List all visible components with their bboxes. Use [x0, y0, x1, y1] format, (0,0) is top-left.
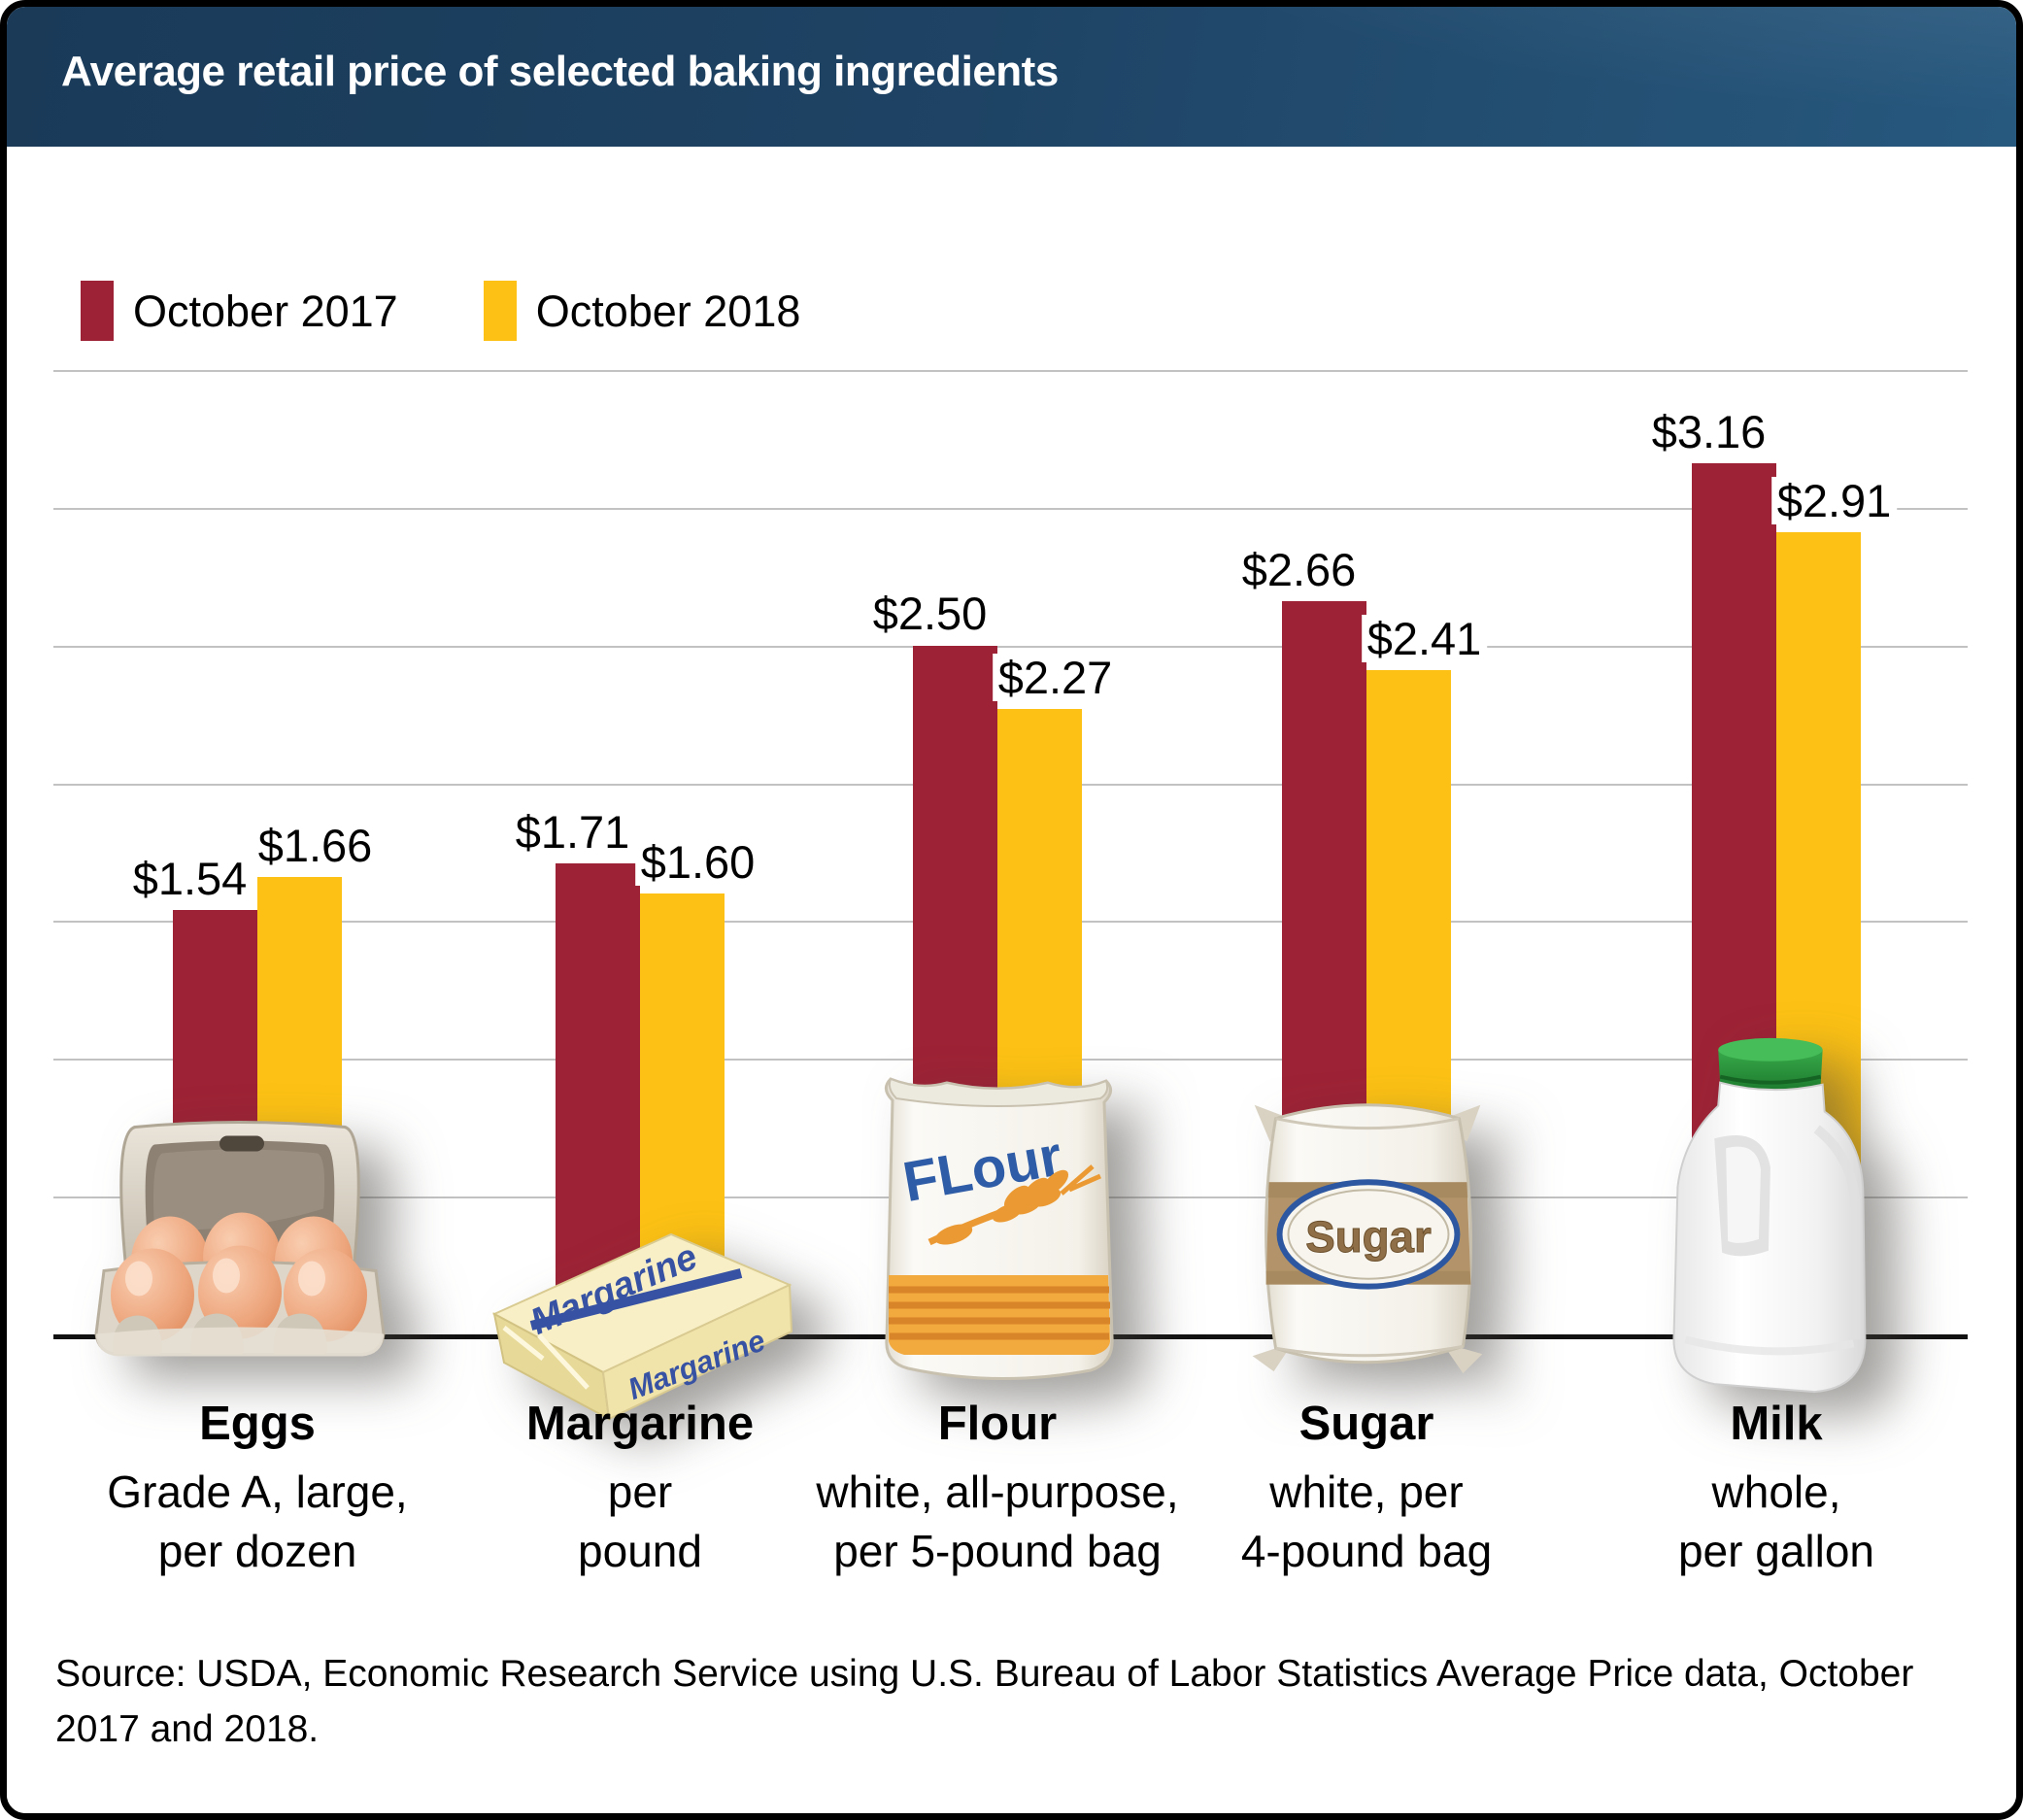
svg-text:Sugar: Sugar	[1305, 1212, 1432, 1262]
category-name: Flour	[937, 1398, 1058, 1450]
egg-carton-icon	[75, 1113, 405, 1370]
sugar-bag-icon: Sugar	[1236, 1064, 1499, 1393]
chart-area: October 2017 October 2018 $1.54 $1.71 $2.5…	[7, 147, 2016, 1813]
category-name: Eggs	[199, 1398, 316, 1450]
category-description-line: pound	[578, 1525, 702, 1576]
gridline-$2.50	[53, 645, 1968, 648]
category-description-line: per gallon	[1677, 1525, 1875, 1576]
value-label-sugar-october-2018: $2.41	[1361, 615, 1488, 662]
legend-item-october-2017: October 2017	[81, 281, 398, 341]
value-label-margarine-october-2017: $1.71	[509, 807, 636, 856]
category-description-line: Grade A, large,	[107, 1466, 408, 1517]
category-label-margarine: Margarine per pound	[407, 1397, 873, 1580]
category-name: Milk	[1730, 1398, 1823, 1450]
category-description-line: white, all-purpose,	[816, 1466, 1179, 1517]
value-label-eggs-october-2018: $1.66	[252, 821, 379, 869]
category-description-line: whole,	[1711, 1466, 1841, 1517]
gridline-$3.00	[53, 507, 1968, 510]
legend-swatch-october-2018	[483, 281, 517, 341]
milk-jug-icon	[1625, 1021, 1887, 1407]
category-description-line: white, per	[1269, 1466, 1464, 1517]
legend-item-october-2018: October 2018	[483, 281, 801, 341]
source-note: Source: USDA, Economic Research Service …	[55, 1653, 1914, 1750]
category-name: Margarine	[525, 1398, 755, 1450]
flour-bag-icon: FLour	[861, 1050, 1133, 1390]
category-description-line: per dozen	[157, 1525, 357, 1576]
category-description-line: per 5-pound bag	[833, 1525, 1162, 1576]
legend-swatch-october-2017	[81, 281, 114, 341]
value-label-milk-october-2018: $2.91	[1770, 477, 1898, 524]
legend: October 2017 October 2018	[81, 281, 800, 341]
legend-label-october-2018: October 2018	[535, 286, 801, 336]
chart-title: Average retail price of selected baking …	[61, 48, 1059, 95]
category-description-line: per	[607, 1466, 673, 1517]
margarine-stick-icon: Margarine Margarine	[481, 1205, 801, 1429]
value-label-milk-october-2017: $3.16	[1645, 408, 1772, 455]
value-label-sugar-october-2017: $2.66	[1235, 546, 1363, 593]
value-label-flour-october-2018: $2.27	[992, 653, 1119, 701]
category-label-flour: Flour white, all-purpose, per 5-pound ba…	[764, 1397, 1231, 1580]
value-label-eggs-october-2017: $1.54	[126, 854, 253, 902]
category-label-milk: Milk whole, per gallon	[1543, 1397, 2009, 1580]
category-label-sugar: Sugar white, per 4-pound bag	[1133, 1397, 1600, 1580]
value-label-margarine-october-2018: $1.60	[634, 837, 761, 886]
header: Average retail price of selected baking …	[7, 7, 2016, 147]
legend-label-october-2017: October 2017	[133, 286, 398, 336]
gridline-$3.50	[53, 370, 1968, 372]
category-label-eggs: Eggs Grade A, large, per dozen	[24, 1397, 490, 1580]
category-description-line: 4-pound bag	[1240, 1525, 1493, 1576]
value-label-flour-october-2017: $2.50	[866, 590, 994, 638]
category-name: Sugar	[1298, 1398, 1434, 1450]
